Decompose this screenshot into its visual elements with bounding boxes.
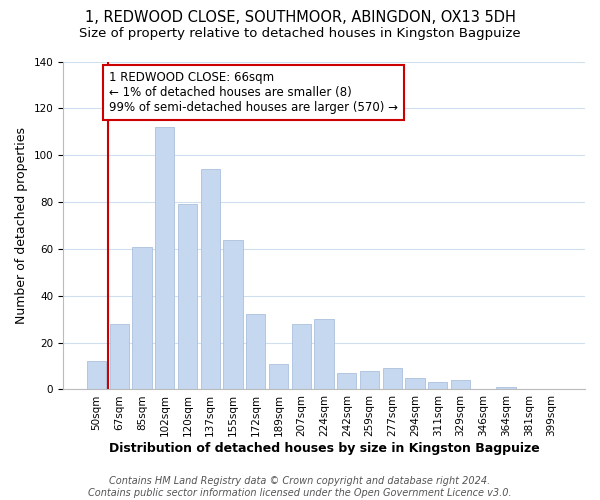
Bar: [132, 246, 152, 390]
Bar: [451, 380, 470, 390]
Text: Size of property relative to detached houses in Kingston Bagpuize: Size of property relative to detached ho…: [79, 28, 521, 40]
Text: 1, REDWOOD CLOSE, SOUTHMOOR, ABINGDON, OX13 5DH: 1, REDWOOD CLOSE, SOUTHMOOR, ABINGDON, O…: [85, 10, 515, 25]
Y-axis label: Number of detached properties: Number of detached properties: [15, 127, 28, 324]
Bar: [110, 324, 129, 390]
Bar: [178, 204, 197, 390]
X-axis label: Distribution of detached houses by size in Kingston Bagpuize: Distribution of detached houses by size …: [109, 442, 539, 455]
Bar: [87, 362, 106, 390]
Bar: [223, 240, 242, 390]
Bar: [269, 364, 288, 390]
Bar: [292, 324, 311, 390]
Bar: [496, 387, 516, 390]
Bar: [246, 314, 265, 390]
Bar: [155, 127, 175, 390]
Bar: [360, 370, 379, 390]
Bar: [337, 373, 356, 390]
Bar: [383, 368, 402, 390]
Text: Contains HM Land Registry data © Crown copyright and database right 2024.
Contai: Contains HM Land Registry data © Crown c…: [88, 476, 512, 498]
Bar: [406, 378, 425, 390]
Bar: [428, 382, 448, 390]
Text: 1 REDWOOD CLOSE: 66sqm
← 1% of detached houses are smaller (8)
99% of semi-detac: 1 REDWOOD CLOSE: 66sqm ← 1% of detached …: [109, 71, 398, 114]
Bar: [314, 319, 334, 390]
Bar: [200, 170, 220, 390]
